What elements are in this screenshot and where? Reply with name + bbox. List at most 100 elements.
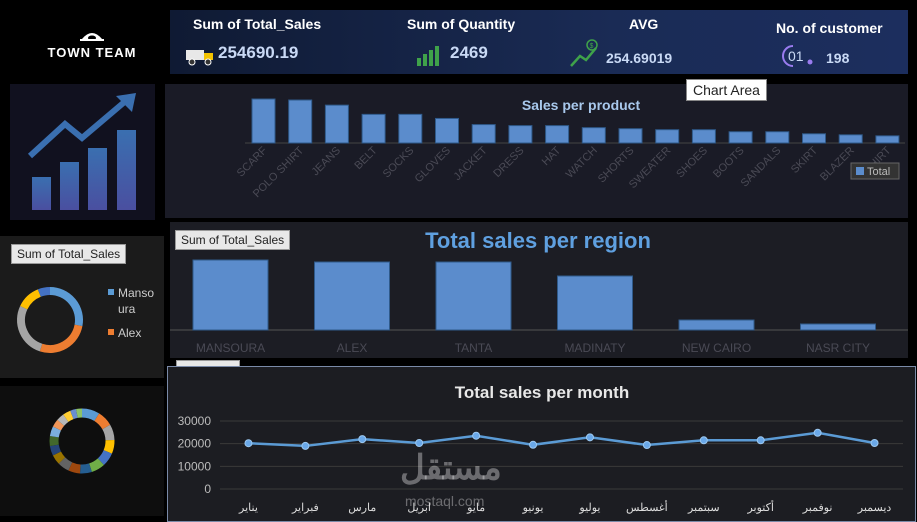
kpi-value: 198 — [826, 50, 850, 66]
product-bar[interactable] — [398, 113, 423, 144]
line-point[interactable] — [244, 439, 253, 448]
watermark-logo: مستقل — [400, 449, 502, 487]
region-chart[interactable]: MANSOURA ALEX TANTA MADINATY NEW CAIRO NASR C… — [170, 222, 908, 358]
legend-label: Total — [867, 166, 890, 178]
legend-label-mansoura-2: ura — [118, 302, 136, 316]
chart-title: Total sales per region — [425, 228, 651, 253]
donut-slice[interactable] — [37, 287, 51, 297]
product-bar[interactable] — [655, 129, 680, 144]
chart-title: Total sales per month — [455, 383, 629, 402]
donut-slice[interactable] — [49, 444, 62, 456]
line-point[interactable] — [358, 435, 367, 444]
y-tick-label: 30000 — [178, 414, 212, 428]
line-point[interactable] — [870, 438, 879, 447]
line-point[interactable] — [813, 428, 822, 437]
month-label: يونيو — [522, 502, 544, 514]
month-label: نوفمبر — [802, 502, 833, 514]
region-bar[interactable] — [192, 259, 269, 331]
product-bar[interactable] — [288, 99, 313, 144]
donut-slice[interactable] — [63, 410, 74, 422]
product-label: WATCH — [564, 145, 600, 181]
product-bar[interactable] — [545, 125, 570, 144]
kpi-label: Sum of Total_Sales — [193, 16, 322, 32]
product-bar[interactable] — [581, 127, 606, 144]
product-label: DRESS — [491, 145, 526, 180]
region-label: NEW CAIRO — [682, 341, 751, 355]
donut-slice[interactable] — [20, 289, 42, 310]
donut-slice[interactable] — [88, 458, 104, 472]
donut-slice[interactable] — [17, 305, 43, 352]
donut-slice[interactable] — [94, 413, 111, 430]
donut-slice[interactable] — [97, 449, 112, 466]
region-label: NASR CITY — [806, 341, 870, 355]
kpi-value: 254.69019 — [606, 50, 673, 66]
line-point[interactable] — [301, 441, 310, 450]
line-point[interactable] — [585, 433, 594, 442]
donut-slice[interactable] — [57, 414, 69, 426]
donut-slice[interactable] — [52, 419, 65, 431]
sales-line — [248, 431, 875, 448]
line-point[interactable] — [642, 441, 651, 450]
region-bar[interactable] — [557, 275, 633, 331]
product-bar[interactable] — [802, 133, 826, 144]
product-bar[interactable] — [508, 125, 533, 144]
product-bar[interactable] — [435, 117, 459, 144]
donut-slice[interactable] — [80, 463, 92, 474]
region-label: MADINATY — [564, 341, 625, 355]
region-bar-chart: MANSOURA ALEX TANTA MADINATY NEW CAIRO NASR C… — [170, 228, 908, 355]
donut-slice[interactable] — [70, 409, 78, 420]
product-bar[interactable] — [361, 113, 386, 144]
line-point[interactable] — [699, 436, 708, 445]
watermark-url: mostaql.com — [405, 493, 485, 509]
product-bar[interactable] — [875, 135, 900, 144]
month-chart[interactable]: Total sales per month 30000 20000 10000 0 ي… — [167, 366, 916, 522]
donut-slice[interactable] — [58, 457, 73, 471]
donut-chart-products[interactable] — [0, 386, 164, 516]
donut-chart — [49, 408, 115, 474]
donut-slice[interactable] — [49, 287, 83, 327]
product-bar[interactable] — [765, 131, 790, 144]
brand-name: TOWN TEAM — [47, 44, 137, 60]
donut-slice[interactable] — [68, 462, 81, 474]
donut-slice[interactable] — [52, 451, 66, 464]
donut-slice[interactable] — [49, 426, 62, 438]
donut-slice[interactable] — [39, 324, 83, 353]
month-label: أغسطس — [626, 500, 668, 514]
kpi-value: 254690.19 — [218, 43, 299, 62]
product-bar[interactable] — [838, 134, 863, 144]
line-point[interactable] — [529, 440, 538, 449]
product-bar[interactable] — [251, 98, 276, 144]
region-bar[interactable] — [678, 319, 755, 331]
brand-logo: TOWN TEAM — [18, 12, 166, 76]
chart-title: Sales per product — [522, 97, 641, 113]
kpi-quantity[interactable]: Sum of Quantity 2469 — [400, 10, 560, 74]
delivery-truck-icon — [186, 50, 213, 66]
product-chart[interactable]: SCARF POLO SHIRT JEANS BELT SOCKS GLOVES JACKE… — [165, 84, 908, 218]
kpi-avg[interactable]: AVG $ 254.69019 — [568, 10, 728, 74]
line-point[interactable] — [472, 431, 481, 440]
product-bar[interactable] — [471, 124, 496, 144]
legend-swatch-mansoura — [108, 289, 114, 295]
donut-slice[interactable] — [102, 424, 115, 441]
line-point[interactable] — [415, 438, 424, 447]
region-label: MANSOURA — [196, 341, 265, 355]
legend-swatch — [856, 167, 864, 175]
field-tag[interactable]: Sum of Total_Sales — [11, 244, 127, 264]
region-bar[interactable] — [435, 261, 512, 331]
product-bar[interactable] — [691, 129, 716, 144]
region-bar[interactable] — [800, 323, 876, 331]
donut-slice[interactable] — [103, 440, 115, 454]
line-point[interactable] — [756, 436, 765, 445]
month-label: يوليو — [578, 502, 600, 514]
donut-chart-region[interactable]: Sum of Total_Sales Manso ura Alex — [0, 236, 164, 378]
customer-count-icon — [782, 45, 813, 67]
product-bar[interactable] — [324, 104, 349, 144]
product-bar[interactable] — [728, 131, 753, 144]
field-tag[interactable]: Sum of Total_Sales — [175, 230, 291, 250]
kpi-total-sales[interactable]: Sum of Total_Sales 254690.19 — [180, 10, 360, 74]
region-label: TANTA — [455, 341, 493, 355]
region-bar[interactable] — [314, 261, 390, 331]
kpi-customers[interactable]: No. of customer 01 198 — [774, 10, 908, 74]
donut-slice[interactable] — [81, 408, 100, 422]
product-bar[interactable] — [618, 128, 643, 144]
